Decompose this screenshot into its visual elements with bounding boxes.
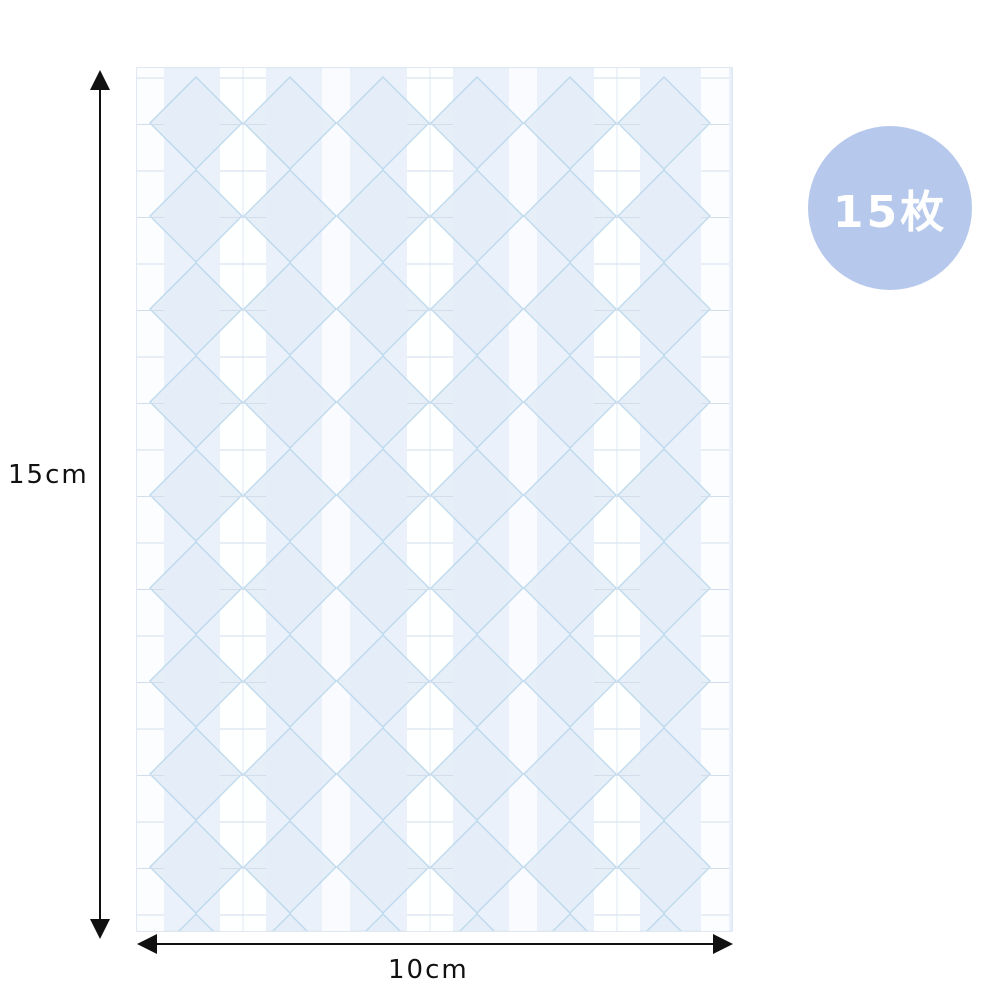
corner-diamond (523, 262, 617, 356)
corner-diamond (149, 448, 243, 542)
corner-diamond (149, 262, 243, 356)
corner-diamond (523, 448, 617, 542)
corner-diamond (149, 820, 243, 914)
corner-diamond (336, 448, 430, 542)
corner-diamond (430, 355, 524, 449)
corner-diamond (365, 913, 401, 931)
corner-diamond (617, 355, 711, 449)
corner-diamond (243, 262, 337, 356)
corner-diamond (459, 913, 495, 931)
corner-diamond (243, 169, 337, 263)
corner-diamond (336, 169, 430, 263)
corner-diamond (617, 820, 711, 914)
corner-diamond (243, 820, 337, 914)
corner-diamond (336, 727, 430, 821)
corner-diamond (430, 76, 524, 170)
corner-diamond (617, 262, 711, 356)
corner-sticker-grid (137, 68, 732, 931)
corner-diamond (617, 634, 711, 728)
corner-diamond (336, 262, 430, 356)
corner-diamond (552, 913, 588, 931)
corner-diamond (430, 820, 524, 914)
corner-diamond (617, 76, 711, 170)
corner-diamond (617, 727, 711, 821)
corner-diamond (272, 913, 308, 931)
corner-diamond (243, 448, 337, 542)
corner-diamond (430, 727, 524, 821)
corner-diamond (523, 76, 617, 170)
corner-diamond (149, 634, 243, 728)
corner-diamond (336, 634, 430, 728)
corner-diamond (430, 448, 524, 542)
corner-diamond (430, 541, 524, 635)
corner-diamond (430, 169, 524, 263)
corner-diamond (149, 169, 243, 263)
corner-diamond (430, 634, 524, 728)
width-dimension-label: 10cm (388, 955, 469, 985)
corner-diamond (243, 541, 337, 635)
corner-diamond (617, 448, 711, 542)
cut-lines (137, 77, 729, 916)
corner-diamond (523, 727, 617, 821)
corner-diamond (149, 727, 243, 821)
corner-diamond (336, 355, 430, 449)
corner-diamond (149, 76, 243, 170)
quantity-label: 15枚 (832, 187, 948, 238)
corner-diamond (336, 820, 430, 914)
diamond-pattern (149, 76, 711, 931)
corner-diamond (149, 541, 243, 635)
corner-diamond (523, 634, 617, 728)
corner-diamond (243, 76, 337, 170)
corner-diamond (243, 634, 337, 728)
corner-diamond (617, 169, 711, 263)
corner-diamond (523, 820, 617, 914)
corner-diamond (149, 355, 243, 449)
corner-diamond (617, 541, 711, 635)
corner-diamond (523, 169, 617, 263)
corner-diamond (243, 727, 337, 821)
height-dimension-label: 15cm (8, 460, 89, 490)
corner-diamond (646, 913, 682, 931)
corner-diamond (243, 355, 337, 449)
corner-diamond (523, 541, 617, 635)
quantity-badge: 15枚 (808, 126, 972, 290)
corner-diamond (430, 262, 524, 356)
corner-diamond (336, 76, 430, 170)
corner-diamond (523, 355, 617, 449)
corner-diamond (178, 913, 214, 931)
corner-diamond (336, 541, 430, 635)
